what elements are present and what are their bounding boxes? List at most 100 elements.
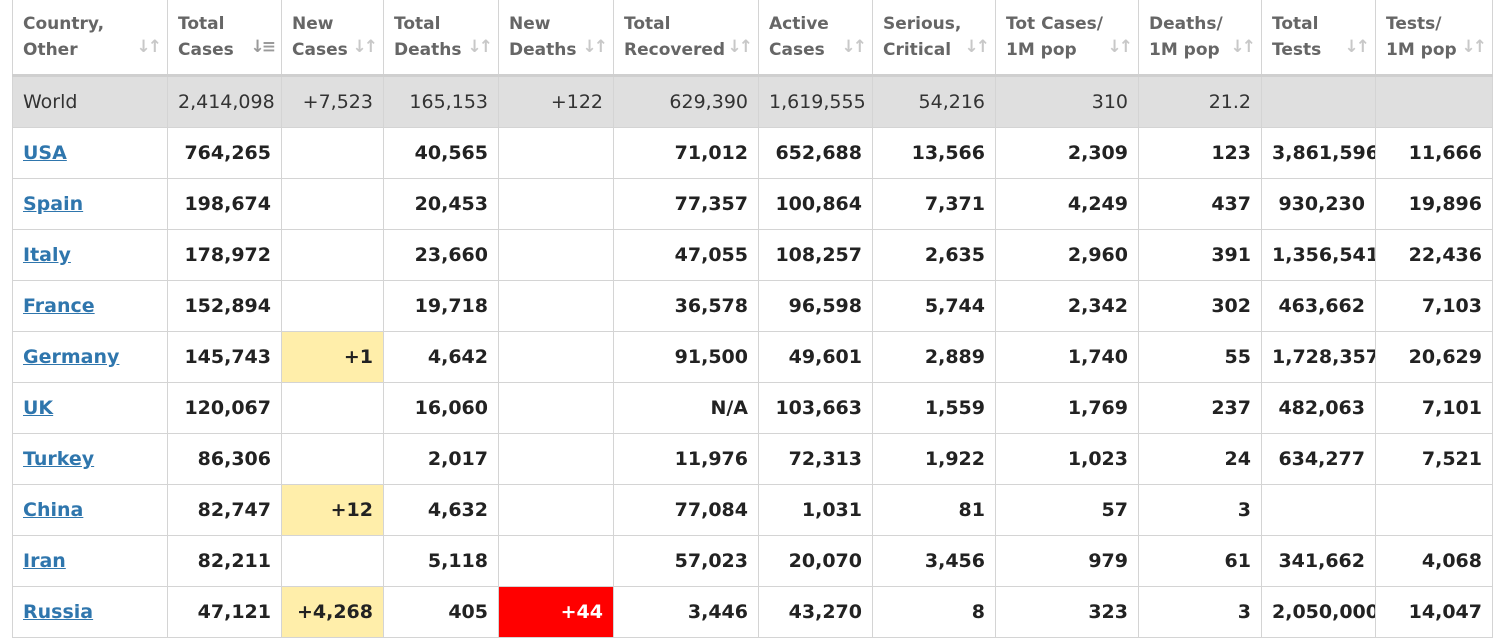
cell-tot-cases-per-1m: 4,249 (995, 178, 1139, 230)
header-label-line1: Total (394, 14, 441, 34)
cell-total-recovered: 91,500 (613, 331, 759, 383)
header-label-line1: Tot Cases/ (1006, 14, 1103, 34)
header-label-line1: New (292, 14, 334, 34)
cell-total-cases: 764,265 (167, 127, 282, 179)
country-link[interactable]: Iran (23, 550, 66, 572)
cell-tot-cases-per-1m: 2,342 (995, 280, 1139, 332)
table-row: China 82,747 +12 4,632 77,084 1,031 81 57 3 (12, 484, 1493, 536)
column-header-total-tests[interactable]: Total Tests ↓↑ (1261, 0, 1376, 77)
cell-serious-critical: 7,371 (872, 178, 996, 230)
cell-country: Germany (12, 331, 168, 383)
column-header-active-cases[interactable]: Active Cases ↓↑ (758, 0, 873, 77)
cell-total-deaths: 23,660 (383, 229, 499, 281)
cell-total-recovered: 77,084 (613, 484, 759, 536)
column-header-tests-per-1m[interactable]: Tests/1M pop ↓↑ (1375, 0, 1493, 77)
cell-total-cases: 145,743 (167, 331, 282, 383)
cell-active-cases: 72,313 (758, 433, 873, 485)
cell-total-deaths: 40,565 (383, 127, 499, 179)
cell-active-cases: 49,601 (758, 331, 873, 383)
cell-new-deaths (498, 433, 614, 485)
country-link[interactable]: Spain (23, 193, 84, 215)
header-label-line2: Recovered (624, 40, 726, 60)
sort-arrows-icon[interactable]: ↓↑ (727, 37, 753, 57)
cell-tests-per-1m: 20,629 (1375, 331, 1493, 383)
cell-serious-critical: 1,559 (872, 382, 996, 434)
column-header-serious-critical[interactable]: Serious, Critical ↓↑ (872, 0, 996, 77)
sort-arrows-icon[interactable]: ↓↑ (582, 37, 608, 57)
cell-serious-critical: 2,635 (872, 229, 996, 281)
header-label-line2: 1M pop (1149, 40, 1220, 60)
cell-active-cases: 1,031 (758, 484, 873, 536)
sort-arrows-icon[interactable]: ↓↑ (1230, 37, 1256, 57)
cell-country: Turkey (12, 433, 168, 485)
sort-arrows-icon[interactable]: ↓↑ (1344, 37, 1370, 57)
cell-deaths-per-1m: 123 (1138, 127, 1262, 179)
cell-new-deaths (498, 229, 614, 281)
sort-arrows-icon[interactable]: ↓↑ (841, 37, 867, 57)
cell-tests-per-1m: 11,666 (1375, 127, 1493, 179)
column-header-total-deaths[interactable]: Total Deaths ↓↑ (383, 0, 499, 77)
cell-serious-critical: 54,216 (872, 75, 996, 128)
country-link[interactable]: UK (23, 397, 54, 419)
column-header-new-cases[interactable]: New Cases ↓↑ (281, 0, 384, 77)
country-link[interactable]: Turkey (23, 448, 95, 470)
header-label-line2: Deaths (394, 40, 462, 60)
cell-serious-critical: 5,744 (872, 280, 996, 332)
header-label-line1: Active (769, 14, 829, 34)
sort-arrows-icon[interactable]: ↓↑ (1107, 37, 1133, 57)
cell-total-tests: 341,662 (1261, 535, 1376, 587)
cell-serious-critical: 13,566 (872, 127, 996, 179)
column-header-tot-cases-per-1m[interactable]: Tot Cases/1M pop ↓↑ (995, 0, 1139, 77)
cell-total-tests (1261, 484, 1376, 536)
cell-total-cases: 86,306 (167, 433, 282, 485)
cell-deaths-per-1m: 302 (1138, 280, 1262, 332)
country-link[interactable]: USA (23, 142, 67, 164)
cell-new-deaths (498, 331, 614, 383)
cell-deaths-per-1m: 437 (1138, 178, 1262, 230)
column-header-new-deaths[interactable]: New Deaths ↓↑ (498, 0, 614, 77)
cell-total-deaths: 19,718 (383, 280, 499, 332)
cell-total-recovered: 77,357 (613, 178, 759, 230)
country-link[interactable]: France (23, 295, 95, 317)
header-label-line1: Serious, (883, 14, 962, 34)
sort-arrows-icon[interactable]: ↓↑ (136, 37, 162, 57)
cell-total-cases: 2,414,098 (167, 75, 282, 128)
cell-total-tests: 3,861,596 (1261, 127, 1376, 179)
sort-arrows-icon[interactable]: ↓≡ (250, 37, 276, 57)
cell-active-cases: 100,864 (758, 178, 873, 230)
header-label-line2: Critical (883, 40, 952, 60)
cell-country: Russia (12, 586, 168, 638)
header-row: Country, Other ↓↑ Total Cases ↓≡ New Cases ↓↑ Tot… (12, 0, 1493, 77)
table-row: Russia 47,121 +4,268 405 +44 3,446 43,270 8 323 3… (12, 586, 1493, 638)
country-link[interactable]: Italy (23, 244, 71, 266)
column-header-total-recovered[interactable]: Total Recovered ↓↑ (613, 0, 759, 77)
country-link[interactable]: Russia (23, 601, 94, 623)
sort-arrows-icon[interactable]: ↓↑ (964, 37, 990, 57)
cell-total-recovered: 3,446 (613, 586, 759, 638)
column-header-deaths-per-1m[interactable]: Deaths/1M pop ↓↑ (1138, 0, 1262, 77)
cell-country: France (12, 280, 168, 332)
header-label-line1: Country, (23, 14, 105, 34)
header-label-line2: 1M pop (1386, 40, 1457, 60)
sort-arrows-icon[interactable]: ↓↑ (467, 37, 493, 57)
cell-tests-per-1m: 14,047 (1375, 586, 1493, 638)
cell-total-cases: 47,121 (167, 586, 282, 638)
cell-deaths-per-1m: 3 (1138, 484, 1262, 536)
column-header-total-cases[interactable]: Total Cases ↓≡ (167, 0, 282, 77)
cell-country: Spain (12, 178, 168, 230)
cell-serious-critical: 81 (872, 484, 996, 536)
cell-total-tests: 634,277 (1261, 433, 1376, 485)
cell-country: World (12, 75, 168, 128)
cell-total-recovered: 11,976 (613, 433, 759, 485)
country-link[interactable]: Germany (23, 346, 120, 368)
cell-new-cases: +4,268 (281, 586, 384, 638)
sort-arrows-icon[interactable]: ↓↑ (352, 37, 378, 57)
cell-new-cases (281, 229, 384, 281)
column-header-country[interactable]: Country, Other ↓↑ (12, 0, 168, 77)
country-link[interactable]: China (23, 499, 84, 521)
cell-new-deaths (498, 127, 614, 179)
cell-total-deaths: 405 (383, 586, 499, 638)
table-row: UK 120,067 16,060 N/A 103,663 1,559 1,769 237 48… (12, 382, 1493, 434)
sort-arrows-icon[interactable]: ↓↑ (1461, 37, 1487, 57)
table-row: Iran 82,211 5,118 57,023 20,070 3,456 979 61 341… (12, 535, 1493, 587)
